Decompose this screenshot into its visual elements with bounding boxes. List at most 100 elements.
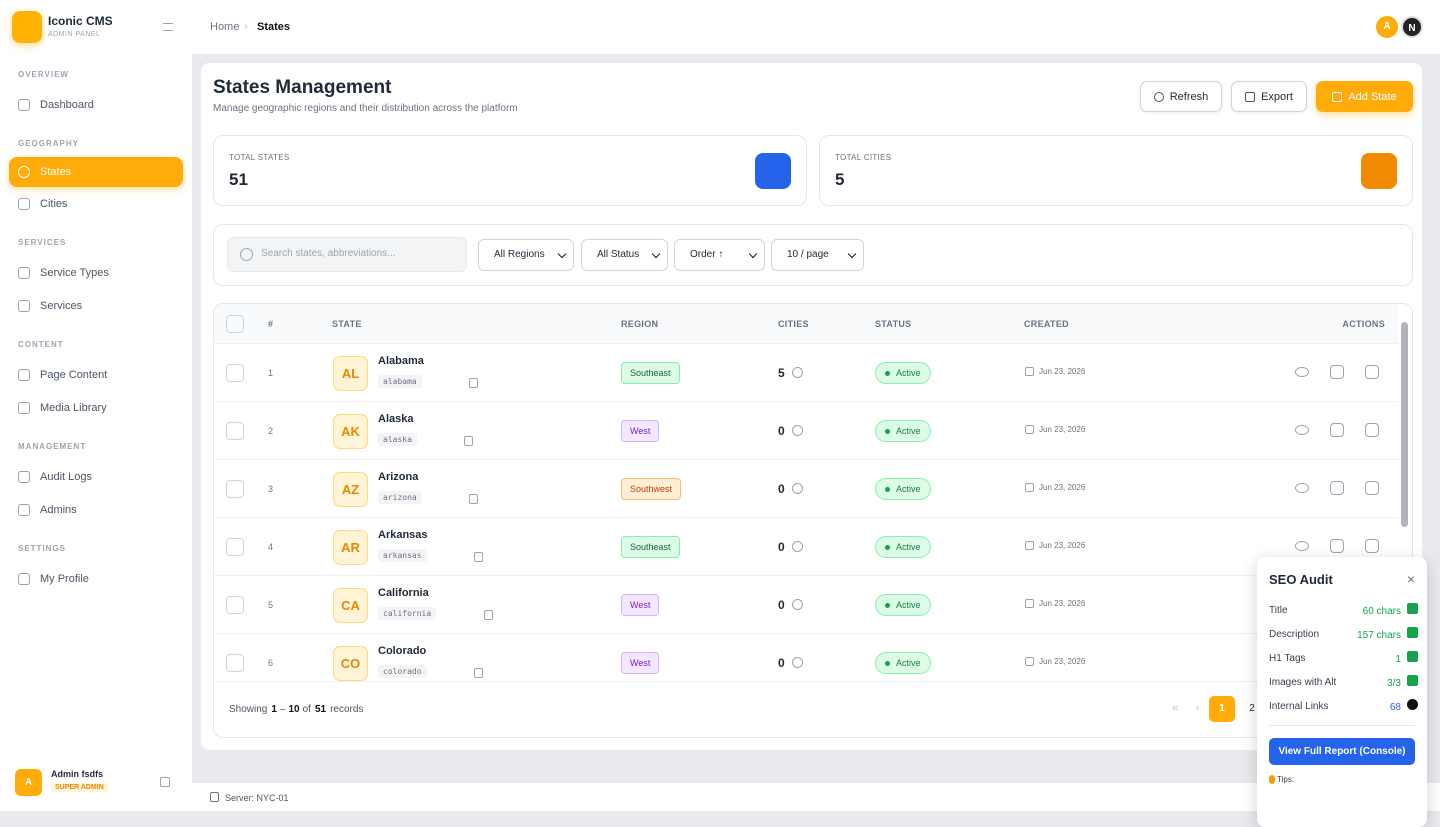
seo-value-wrap: 157 chars	[1357, 627, 1418, 641]
view-button[interactable]	[1295, 367, 1309, 377]
state-slug: arizona	[378, 491, 422, 504]
filter-select[interactable]: All Regions	[478, 239, 574, 271]
breadcrumb-item[interactable]: Home	[210, 21, 240, 33]
nav-label: My Profile	[40, 572, 89, 585]
region-badge: Southwest	[621, 478, 682, 500]
search-input[interactable]: Search states, abbreviations...	[227, 237, 467, 272]
row-checkbox[interactable]	[226, 364, 244, 382]
seo-value-wrap: 3/3	[1387, 675, 1418, 689]
table-footer: Showing 1–10 of 51 records «‹ 1 2	[214, 681, 1412, 737]
seo-value-wrap: 68	[1390, 699, 1418, 713]
header-button[interactable]: Export	[1231, 81, 1307, 112]
status-badge: Active	[875, 362, 931, 384]
stat-value: 51	[229, 170, 248, 189]
nav-icon	[18, 98, 30, 111]
seo-check	[1407, 651, 1418, 662]
status-badge: Active	[875, 594, 931, 616]
nav-label: States	[40, 166, 72, 178]
copy-icon[interactable]	[474, 552, 483, 562]
nav-item[interactable]: My Profile	[0, 562, 183, 595]
delete-button[interactable]	[1365, 481, 1379, 495]
header-button[interactable]: Add State	[1316, 81, 1413, 112]
nav-item[interactable]: Service Types	[0, 256, 183, 289]
user-avatar: A	[15, 769, 42, 796]
close-button[interactable]: ×	[1406, 571, 1415, 587]
avatar[interactable]: A	[1376, 16, 1398, 38]
city-count: 0	[778, 424, 785, 438]
view-button[interactable]	[1295, 541, 1309, 551]
view-report-button[interactable]: View Full Report (Console)	[1269, 738, 1415, 765]
row-checkbox[interactable]	[226, 480, 244, 498]
nav-item[interactable]: Audit Logs	[0, 460, 183, 493]
stat-label: TOTAL CITIES	[835, 153, 892, 162]
region-badge: West	[621, 594, 660, 616]
nav-label: Dashboard	[40, 98, 94, 111]
page-first[interactable]: «	[1172, 702, 1179, 714]
select-all[interactable]	[226, 315, 244, 333]
nav-item[interactable]: Dashboard	[0, 88, 183, 121]
column-header: STATUS	[875, 319, 912, 329]
edit-button[interactable]	[1330, 423, 1344, 437]
calendar-icon	[1025, 483, 1034, 492]
header-button[interactable]: Refresh	[1140, 81, 1222, 112]
filter-select[interactable]: All Status	[581, 239, 668, 271]
page-button[interactable]: 1	[1209, 696, 1235, 722]
copy-icon[interactable]	[469, 378, 478, 388]
nav-item[interactable]: States	[9, 157, 183, 187]
server-label: Server: NYC-01	[225, 793, 289, 803]
logout[interactable]	[160, 777, 170, 787]
breadcrumb-current: States	[257, 21, 291, 33]
edit-button[interactable]	[1330, 481, 1344, 495]
copy-icon[interactable]	[469, 494, 478, 504]
seo-row: Description 157 chars	[1269, 627, 1418, 641]
page-prev[interactable]: ‹	[1196, 702, 1200, 714]
page-title: States Management	[213, 77, 392, 98]
footer-part: 10	[288, 704, 300, 715]
page-button[interactable]: 2	[1249, 703, 1255, 714]
edit-button[interactable]	[1330, 539, 1344, 553]
delete-button[interactable]	[1365, 423, 1379, 437]
view-button[interactable]	[1295, 425, 1309, 435]
nav-item[interactable]: Cities	[0, 187, 183, 220]
row-index: 6	[268, 658, 274, 668]
nav-item[interactable]: Media Library	[0, 391, 183, 424]
row-checkbox[interactable]	[226, 654, 244, 672]
filter-select[interactable]: 10 / page	[771, 239, 864, 271]
filter-select[interactable]: Order ↑	[674, 239, 765, 271]
state-slug: arkansas	[378, 549, 427, 562]
city-count: 0	[778, 540, 785, 554]
nav-item[interactable]: Admins	[0, 493, 183, 526]
state-slug: alabama	[378, 375, 422, 388]
row-checkbox[interactable]	[226, 422, 244, 440]
state-name: Colorado	[378, 645, 427, 657]
copy-icon[interactable]	[484, 610, 493, 620]
table-header: # STATE REGION CITIES STATUS CREATED ACTIONS	[214, 304, 1399, 344]
created-date: Jun 23, 2026	[1039, 657, 1086, 666]
nav-icon	[18, 503, 30, 516]
table-row: 3 AZ Arizona arizona Southwest 0 Active Jun 23,…	[214, 460, 1399, 518]
edit-button[interactable]	[1330, 365, 1344, 379]
view-button[interactable]	[1295, 483, 1309, 493]
nav-item[interactable]: Services	[0, 289, 183, 322]
copy-icon[interactable]	[464, 436, 473, 446]
state-abbr: AZ	[333, 472, 368, 507]
nav-section-title: OVERVIEW	[18, 70, 69, 79]
stat-value: 5	[835, 170, 845, 189]
nav-label: Cities	[40, 197, 68, 210]
nav-icon	[18, 401, 30, 414]
row-checkbox[interactable]	[226, 538, 244, 556]
menu-toggle[interactable]	[163, 23, 173, 31]
seo-check	[1407, 699, 1418, 710]
delete-button[interactable]	[1365, 539, 1379, 553]
avatar[interactable]: N	[1401, 16, 1423, 38]
delete-button[interactable]	[1365, 365, 1379, 379]
copy-icon[interactable]	[474, 668, 483, 678]
state-name: Alaska	[378, 413, 414, 425]
row-index: 3	[268, 484, 274, 494]
seo-label: Images with Alt	[1269, 676, 1337, 688]
search-icon	[240, 248, 253, 261]
nav-item[interactable]: Page Content	[0, 358, 183, 391]
seo-row: Title 60 chars	[1269, 603, 1418, 617]
row-checkbox[interactable]	[226, 596, 244, 614]
